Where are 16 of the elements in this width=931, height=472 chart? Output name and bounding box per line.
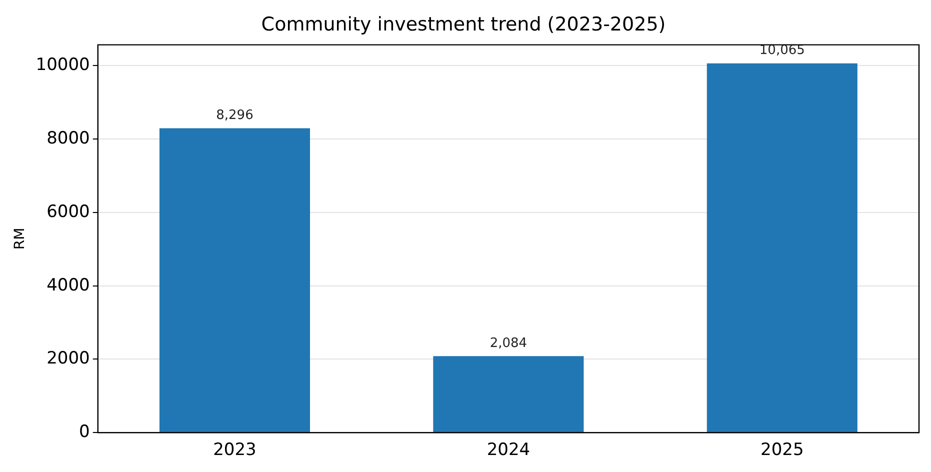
y-tick-label: 4000 <box>46 275 90 296</box>
x-tick-label: 2024 <box>486 440 530 460</box>
bar <box>433 356 584 432</box>
bar <box>159 128 310 432</box>
y-tick-label: 2000 <box>46 348 90 369</box>
data-label: 8,296 <box>216 108 254 124</box>
y-tick-label: 6000 <box>46 202 90 222</box>
y-tick-label: 0 <box>79 422 90 442</box>
y-tick-label: 10000 <box>36 55 90 76</box>
bar <box>706 63 858 432</box>
data-label: 2,084 <box>490 336 528 352</box>
x-tick-label: 2023 <box>213 440 256 460</box>
chart-title: Community investment trend (2023-2025) <box>261 13 666 36</box>
y-axis-title: RM <box>12 228 28 250</box>
y-tick-label: 8000 <box>46 128 90 149</box>
x-tick-label: 2025 <box>760 440 804 460</box>
